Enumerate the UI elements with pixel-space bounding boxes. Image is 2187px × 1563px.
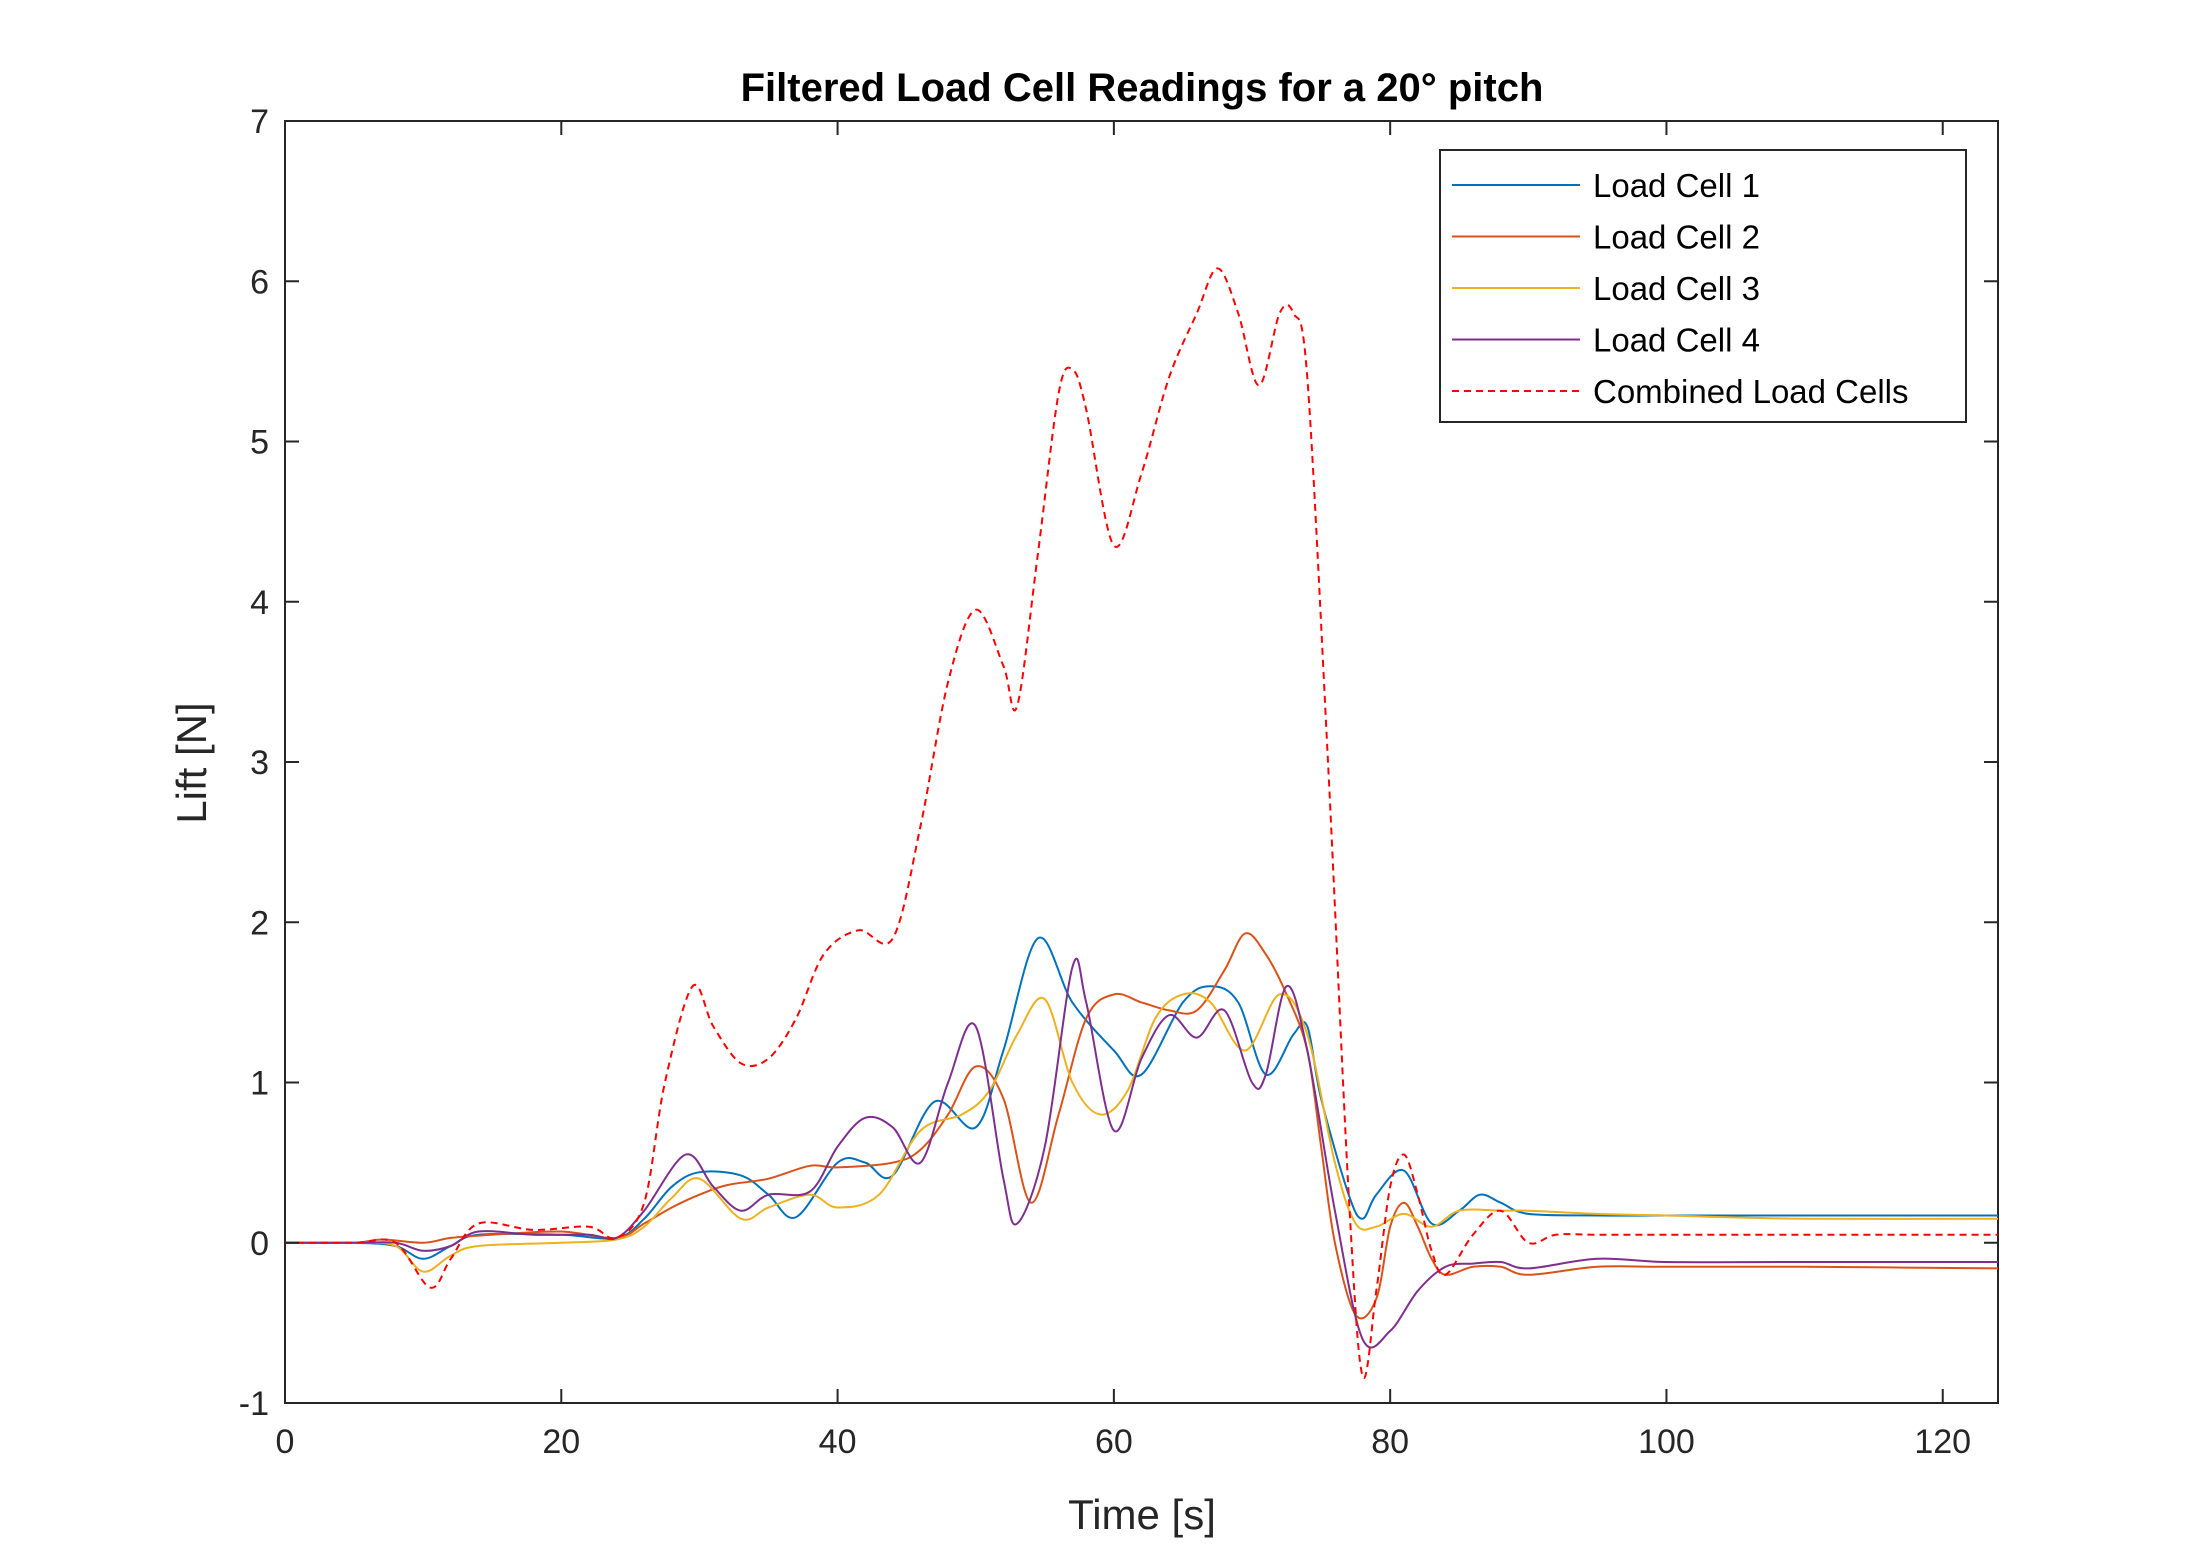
legend-label: Load Cell 3: [1593, 270, 1760, 307]
x-axis-label: Time [s]: [1068, 1491, 1216, 1538]
legend-label: Load Cell 4: [1593, 322, 1760, 359]
chart-title: Filtered Load Cell Readings for a 20° pi…: [741, 66, 1544, 110]
x-tick-label: 20: [542, 1423, 580, 1461]
y-tick-label: 4: [250, 584, 269, 622]
series-line-2: [284, 932, 1999, 1320]
series-line-1: [284, 936, 1998, 1260]
legend-label: Combined Load Cells: [1593, 373, 1909, 410]
series-line-3: [284, 992, 1999, 1273]
y-tick-label: 2: [250, 904, 269, 942]
y-tick-label: 7: [250, 103, 269, 141]
x-tick-label: 100: [1638, 1423, 1695, 1461]
y-axis-ticks: -1 0 1 2 3 4 5 6 7: [239, 103, 1998, 1423]
x-tick-label: 40: [819, 1423, 857, 1461]
x-tick-label: 80: [1371, 1423, 1409, 1461]
y-tick-label: 3: [250, 744, 269, 782]
x-tick-label: 120: [1914, 1423, 1971, 1461]
legend-label: Load Cell 1: [1593, 167, 1760, 204]
x-axis-ticks: 0 20 40 60 80 100 120: [276, 121, 1971, 1461]
y-tick-label: 1: [250, 1065, 269, 1103]
x-tick-label: 60: [1095, 1423, 1133, 1461]
legend-box: [1439, 149, 1967, 423]
series-line-4: [285, 957, 1998, 1349]
series-group: [284, 267, 1999, 1380]
series-line-5: [285, 267, 1998, 1380]
y-tick-label: 5: [250, 424, 269, 462]
x-tick-label: 0: [276, 1423, 295, 1461]
y-tick-label: 0: [250, 1225, 269, 1263]
y-axis-label: Lift [N]: [168, 702, 215, 823]
y-tick-label: -1: [239, 1385, 269, 1423]
legend: Load Cell 1 Load Cell 2 Load Cell 3 Load Ce…: [1439, 149, 1967, 423]
legend-label: Load Cell 2: [1593, 219, 1760, 256]
y-tick-label: 6: [250, 263, 269, 301]
